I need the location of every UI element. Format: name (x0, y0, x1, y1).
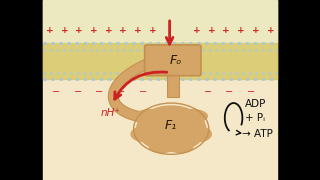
Bar (167, 74, 179, 97)
Ellipse shape (134, 109, 166, 123)
Text: −: − (95, 87, 103, 97)
Text: → ATP: → ATP (242, 129, 272, 139)
Bar (43, 43, 277, 79)
Text: −: − (204, 87, 212, 97)
Text: ADP: ADP (245, 98, 266, 109)
Text: nH⁺: nH⁺ (100, 108, 120, 118)
Ellipse shape (136, 105, 206, 152)
Text: +: + (149, 26, 156, 35)
Bar (43, 0, 277, 180)
Text: +: + (90, 26, 98, 35)
Text: +: + (208, 26, 215, 35)
Text: +: + (193, 26, 201, 35)
Text: Fₒ: Fₒ (170, 54, 182, 67)
Text: +: + (267, 26, 274, 35)
Text: +: + (119, 26, 127, 35)
Text: +: + (105, 26, 112, 35)
Ellipse shape (131, 126, 157, 142)
Ellipse shape (176, 109, 208, 123)
Text: −: − (117, 87, 125, 97)
Text: +: + (46, 26, 53, 35)
Text: −: − (247, 87, 255, 97)
Text: + Pᵢ: + Pᵢ (245, 113, 265, 123)
Text: +: + (75, 26, 83, 35)
Ellipse shape (149, 140, 174, 153)
Text: +: + (60, 26, 68, 35)
Ellipse shape (185, 126, 212, 142)
Text: −: − (52, 87, 60, 97)
Text: +: + (222, 26, 230, 35)
Ellipse shape (168, 140, 194, 153)
Text: −: − (226, 87, 234, 97)
Text: −: − (74, 87, 82, 97)
FancyBboxPatch shape (145, 45, 201, 76)
Bar (43, 0, 277, 43)
Text: −: − (139, 87, 147, 97)
Text: F₁: F₁ (165, 119, 177, 132)
Text: +: + (237, 26, 245, 35)
Text: +: + (252, 26, 260, 35)
Text: +: + (134, 26, 142, 35)
